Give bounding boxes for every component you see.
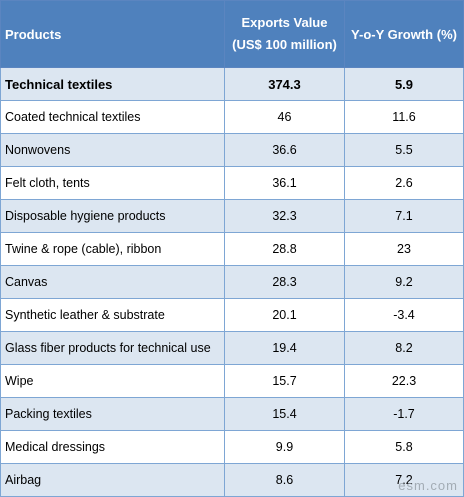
- row-growth: 23: [344, 232, 464, 266]
- table-row: Coated technical textiles 46 11.6: [0, 100, 464, 134]
- row-exports: 8.6: [224, 463, 345, 497]
- table-row: Packing textiles 15.4 -1.7: [0, 397, 464, 431]
- table-row: Synthetic leather & substrate 20.1 -3.4: [0, 298, 464, 332]
- row-growth: 22.3: [344, 364, 464, 398]
- table-row: Wipe 15.7 22.3: [0, 364, 464, 398]
- row-growth: 5.5: [344, 133, 464, 167]
- row-product: Packing textiles: [0, 397, 225, 431]
- row-product: Wipe: [0, 364, 225, 398]
- row-exports: 9.9: [224, 430, 345, 464]
- row-growth: 2.6: [344, 166, 464, 200]
- table-row: Medical dressings 9.9 5.8: [0, 430, 464, 464]
- watermark: esm.com: [398, 478, 458, 493]
- row-product: Glass fiber products for technical use: [0, 331, 225, 365]
- row-exports: 374.3: [224, 67, 345, 101]
- header-exports-line2: (US$ 100 million): [232, 37, 337, 52]
- row-product: Canvas: [0, 265, 225, 299]
- row-product: Felt cloth, tents: [0, 166, 225, 200]
- row-exports: 36.6: [224, 133, 345, 167]
- table-row: Glass fiber products for technical use 1…: [0, 331, 464, 365]
- table-row: Disposable hygiene products 32.3 7.1: [0, 199, 464, 233]
- row-exports: 28.3: [224, 265, 345, 299]
- row-exports: 36.1: [224, 166, 345, 200]
- row-growth: -1.7: [344, 397, 464, 431]
- row-exports: 19.4: [224, 331, 345, 365]
- row-exports: 32.3: [224, 199, 345, 233]
- row-product: Disposable hygiene products: [0, 199, 225, 233]
- table-row: Airbag 8.6 7.2: [0, 463, 464, 497]
- row-exports: 15.4: [224, 397, 345, 431]
- row-exports: 46: [224, 100, 345, 134]
- table-row: Canvas 28.3 9.2: [0, 265, 464, 299]
- table-row: Felt cloth, tents 36.1 2.6: [0, 166, 464, 200]
- row-growth: 7.2: [344, 463, 464, 497]
- row-exports: 15.7: [224, 364, 345, 398]
- row-product: Technical textiles: [0, 67, 225, 101]
- table-row-total: Technical textiles 374.3 5.9: [0, 67, 464, 101]
- header-yoy-growth: Y-o-Y Growth (%): [344, 0, 464, 68]
- row-product: Synthetic leather & substrate: [0, 298, 225, 332]
- header-products: Products: [0, 0, 225, 68]
- table-row: Nonwovens 36.6 5.5: [0, 133, 464, 167]
- row-growth: -3.4: [344, 298, 464, 332]
- table-row: Twine & rope (cable), ribbon 28.8 23: [0, 232, 464, 266]
- row-growth: 5.8: [344, 430, 464, 464]
- row-growth: 9.2: [344, 265, 464, 299]
- row-exports: 20.1: [224, 298, 345, 332]
- header-exports-value: Exports Value (US$ 100 million): [224, 0, 345, 68]
- row-product: Nonwovens: [0, 133, 225, 167]
- header-exports-line1: Exports Value: [241, 15, 328, 30]
- row-product: Airbag: [0, 463, 225, 497]
- row-growth: 7.1: [344, 199, 464, 233]
- row-growth: 11.6: [344, 100, 464, 134]
- row-growth: 5.9: [344, 67, 464, 101]
- row-product: Twine & rope (cable), ribbon: [0, 232, 225, 266]
- table-header-row: Products Exports Value (US$ 100 million)…: [0, 0, 464, 68]
- row-growth: 8.2: [344, 331, 464, 365]
- row-exports: 28.8: [224, 232, 345, 266]
- row-product: Coated technical textiles: [0, 100, 225, 134]
- row-product: Medical dressings: [0, 430, 225, 464]
